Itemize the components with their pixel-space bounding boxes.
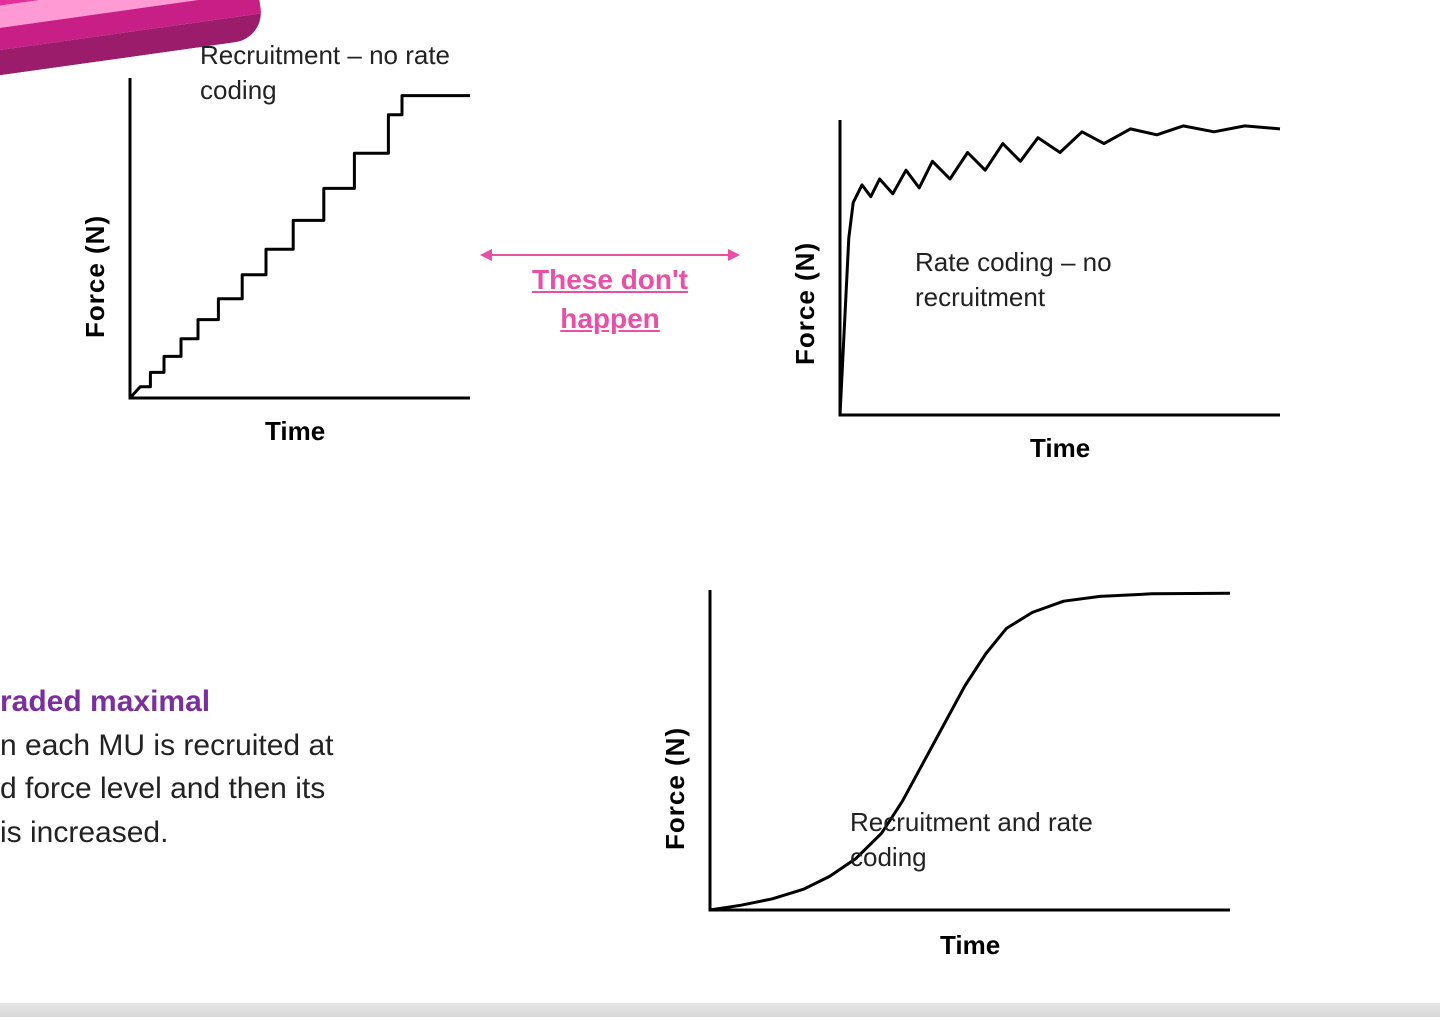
- body-line: n each MU is recruited at: [0, 729, 333, 762]
- body-line: d force level and then its: [0, 772, 325, 805]
- chart1-xlabel: Time: [265, 416, 325, 447]
- chart3-plot: [640, 560, 1260, 960]
- chart1-plot: [60, 38, 490, 433]
- chart-recruitment-and-rate: Recruitment and rate coding Force (N) Ti…: [640, 560, 1260, 960]
- chart3-ylabel: Force (N): [660, 727, 691, 850]
- callout-text: These don't happen: [500, 260, 720, 338]
- callout-line2: happen: [560, 303, 660, 334]
- chart2-ylabel: Force (N): [790, 242, 821, 365]
- chart-rate-coding-only: Rate coding – no recruitment Force (N) T…: [770, 95, 1300, 455]
- slide-body-text: raded maximal n each MU is recruited at …: [0, 680, 480, 854]
- body-line: is increased.: [0, 816, 168, 849]
- chart1-ylabel: Force (N): [80, 215, 111, 338]
- callout-arrow-icon: [490, 254, 730, 256]
- chart-recruitment-only: Recruitment – no rate coding Force (N) T…: [60, 38, 490, 433]
- callout-line1: These don't: [532, 264, 688, 295]
- body-heading: raded maximal: [0, 685, 210, 718]
- chart2-inner-label: Rate coding – no recruitment: [915, 245, 1112, 315]
- chart2-xlabel: Time: [1030, 433, 1090, 464]
- chart3-xlabel: Time: [940, 930, 1000, 961]
- chart3-inner-label: Recruitment and rate coding: [850, 805, 1093, 875]
- bottom-shadow-bar: [0, 1003, 1440, 1017]
